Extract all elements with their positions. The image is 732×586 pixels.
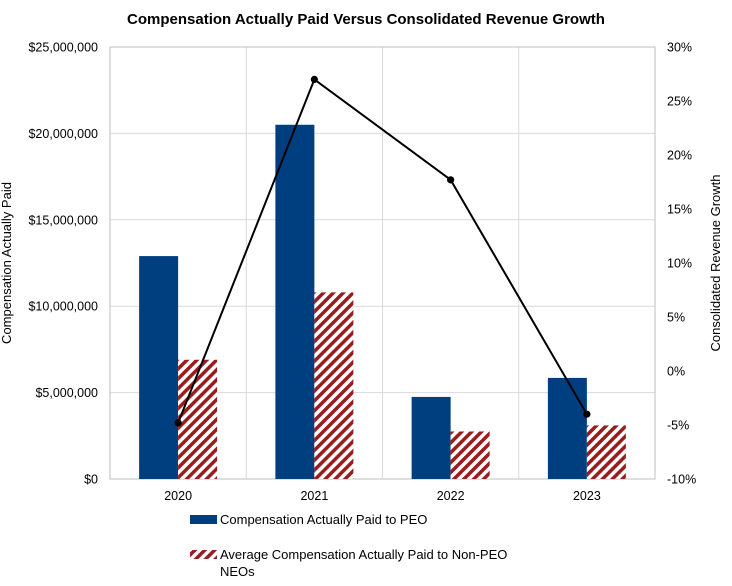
x-tick-label: 2021 bbox=[300, 489, 328, 503]
right-axis-ticks: -10% -5% 0% 5% 10% 15% 20% 25% 30% bbox=[667, 41, 696, 487]
left-tick-label: $0 bbox=[84, 473, 98, 487]
x-tick-label: 2023 bbox=[573, 489, 601, 503]
right-tick-label: 25% bbox=[667, 95, 692, 109]
chart-title: Compensation Actually Paid Versus Consol… bbox=[127, 11, 605, 28]
right-axis-label: Consolidated Revenue Growth bbox=[708, 174, 723, 351]
legend-label-neo-line2: NEOs bbox=[220, 564, 255, 579]
legend-label-peo: Compensation Actually Paid to PEO bbox=[220, 512, 427, 527]
neo-bar-2021 bbox=[314, 292, 354, 479]
peo-bar-2022 bbox=[411, 396, 451, 479]
left-tick-label: $5,000,000 bbox=[35, 386, 98, 400]
x-axis-ticks: 2020 2021 2022 2023 bbox=[164, 489, 601, 503]
left-tick-label: $15,000,000 bbox=[28, 213, 98, 227]
peo-bar-2020 bbox=[139, 256, 179, 479]
right-tick-label: -10% bbox=[667, 473, 696, 487]
legend-swatch-neo bbox=[190, 550, 217, 559]
revenue-growth-point-2020 bbox=[174, 419, 182, 427]
revenue-growth-point-2022 bbox=[447, 176, 455, 184]
neo-bar-2022 bbox=[450, 431, 490, 479]
peo-bar-2023 bbox=[547, 377, 587, 479]
revenue-growth-line-series bbox=[174, 75, 591, 427]
x-tick-label: 2022 bbox=[437, 489, 465, 503]
right-tick-label: 30% bbox=[667, 41, 692, 55]
x-tick-label: 2020 bbox=[164, 489, 192, 503]
left-tick-label: $10,000,000 bbox=[28, 300, 98, 314]
right-tick-label: 10% bbox=[667, 257, 692, 271]
right-tick-label: 0% bbox=[667, 365, 685, 379]
right-tick-label: 15% bbox=[667, 203, 692, 217]
left-tick-label: $20,000,000 bbox=[28, 127, 98, 141]
neo-bar-2023 bbox=[586, 425, 626, 479]
left-tick-label: $25,000,000 bbox=[28, 41, 98, 55]
revenue-growth-line bbox=[177, 77, 588, 424]
left-axis-ticks: $0 $5,000,000 $10,000,000 $15,000,000 $20,00… bbox=[28, 41, 98, 487]
bar-series bbox=[139, 124, 626, 479]
peo-bar-2021 bbox=[275, 124, 315, 479]
revenue-growth-point-2021 bbox=[310, 75, 318, 83]
plot-area-border bbox=[109, 46, 656, 480]
right-tick-label: -5% bbox=[667, 419, 689, 433]
right-tick-label: 20% bbox=[667, 149, 692, 163]
right-tick-label: 5% bbox=[667, 311, 685, 325]
legend-label-neo-line1: Average Compensation Actually Paid to No… bbox=[220, 547, 507, 562]
neo-bar-2020 bbox=[178, 359, 218, 479]
legend: Compensation Actually Paid to PEO Averag… bbox=[190, 512, 507, 579]
left-axis-label: Compensation Actually Paid bbox=[0, 182, 14, 344]
legend-swatch-peo bbox=[190, 515, 217, 524]
revenue-growth-point-2023 bbox=[583, 410, 591, 418]
